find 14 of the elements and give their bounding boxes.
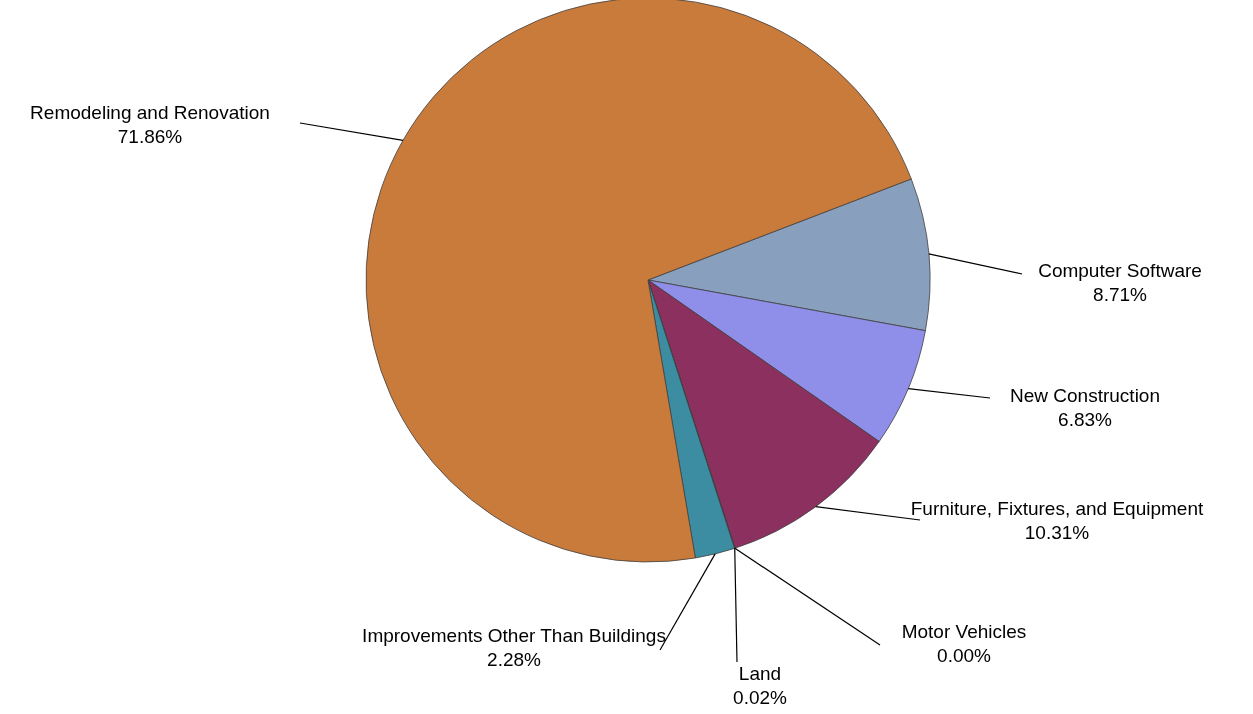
text: 0.00% (937, 645, 991, 666)
data-label: 10.31% (1024, 522, 1090, 543)
slice-label: Computer Software (1038, 260, 1202, 281)
data-label: 2.28% (487, 649, 542, 670)
slice-label: Improvements Other Than Buildings (362, 625, 666, 646)
data-label: 71.86% (117, 126, 183, 147)
slice-label: Land (738, 663, 782, 684)
data-label: 8.71% (1093, 284, 1148, 305)
data-label: 0.02% (733, 687, 788, 708)
slice-label: New Construction (1010, 385, 1160, 406)
slice-label: Furniture, Fixtures, and Equipment (910, 498, 1204, 519)
category-label: Motor Vehicles (901, 621, 1027, 642)
data-label: 6.83% (1058, 409, 1113, 430)
slice-label: Remodeling and Renovation (30, 102, 270, 123)
